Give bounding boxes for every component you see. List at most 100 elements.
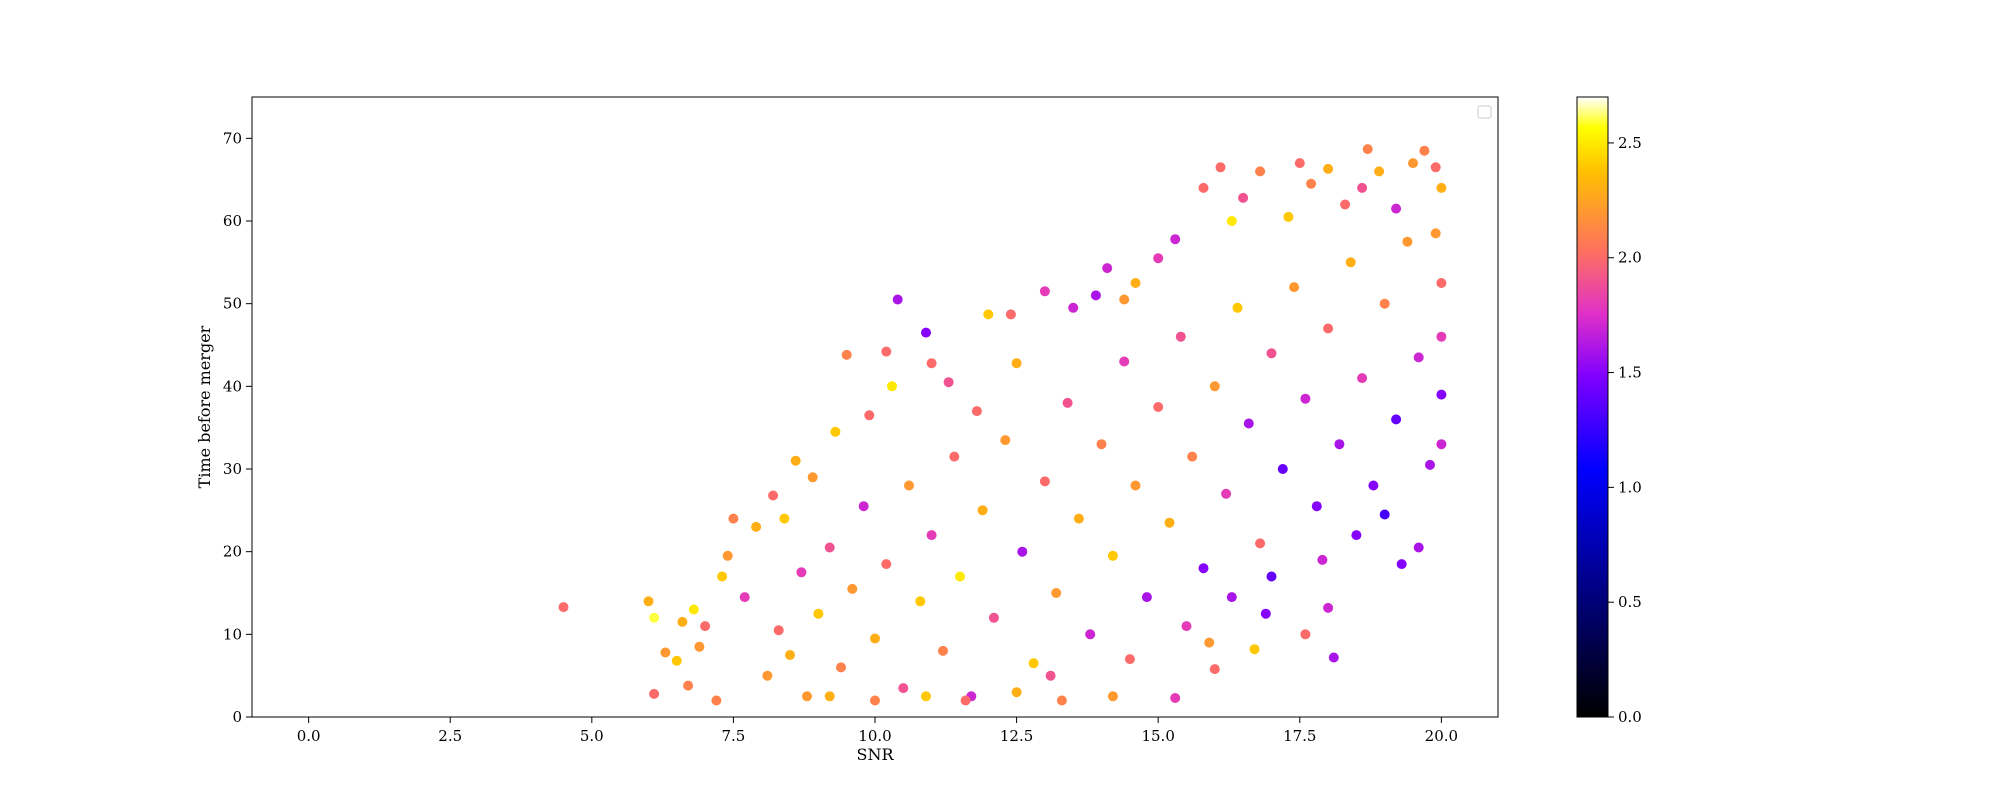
data-point [1187,451,1198,462]
x-tick-label: 2.5 [438,727,462,745]
data-point [926,530,937,541]
y-axis-ticks: 0 10 20 30 40 50 60 70 [223,129,252,726]
data-point [1260,608,1271,619]
data-point [1425,459,1435,470]
data-point [1357,373,1368,384]
data-point [881,346,892,357]
data-point [717,571,728,582]
data-point [683,680,694,691]
y-tick-label: 30 [223,460,242,478]
data-point [864,410,875,421]
data-point [739,592,750,603]
data-point [1062,397,1073,408]
y-axis-label: Time before merger [195,325,214,488]
data-point [870,695,880,706]
data-point [971,406,982,417]
data-point [1090,290,1101,301]
data-point [1289,282,1300,293]
x-axis-ticks: 0.0 2.5 5.0 7.5 10.0 12.5 15.0 17.5 20.0 [297,717,1458,745]
data-point [700,621,711,632]
data-point [1198,182,1209,193]
data-point [796,567,807,578]
data-point [1294,158,1305,169]
data-point [926,358,937,369]
colorbar-tick-label: 0.5 [1618,593,1642,611]
data-point [1085,629,1096,640]
data-point [1107,691,1118,702]
data-point [1096,439,1107,450]
data-point [1317,554,1328,565]
data-point [915,596,926,607]
data-point [841,349,852,360]
data-point [904,480,914,491]
data-point [1374,166,1385,177]
data-point [824,691,835,702]
data-point [773,625,784,636]
data-point [1323,323,1334,334]
data-point [643,596,654,607]
data-point [1170,234,1181,245]
data-point [983,309,994,320]
data-point [762,670,773,681]
data-point [807,472,818,483]
data-point [1119,356,1130,367]
data-point [1153,402,1164,412]
data-point [977,505,988,516]
data-point [1056,695,1067,706]
data-point [722,550,733,561]
x-tick-label: 17.5 [1283,727,1316,745]
data-point [949,451,960,462]
data-point [1391,414,1402,425]
data-point [711,695,722,706]
data-point [1039,476,1050,487]
data-point [1300,629,1311,640]
data-point [813,608,824,619]
data-point [677,616,688,627]
x-tick-label: 5.0 [580,727,604,745]
x-tick-label: 10.0 [858,727,891,745]
colorbar: 0.0 0.5 1.0 1.5 2.0 2.5 [1576,96,1642,726]
data-point [1215,162,1226,173]
data-point [1226,592,1237,603]
data-point [1323,163,1334,174]
data-point [1068,302,1079,313]
data-point [785,650,795,660]
data-point [728,513,739,524]
data-point [1396,559,1407,570]
data-point [1130,480,1141,491]
data-point [898,683,909,694]
data-point [1221,488,1232,499]
colorbar-ticks: 0.0 0.5 1.0 1.5 2.0 2.5 [1608,134,1642,726]
y-tick-label: 40 [223,377,242,395]
data-point [1238,192,1249,203]
data-point [751,521,762,532]
data-point [1209,381,1220,392]
data-point [892,294,903,305]
x-tick-label: 0.0 [297,727,321,745]
data-point [887,381,897,392]
x-tick-label: 20.0 [1425,727,1458,745]
data-point [1102,263,1113,274]
data-point [1413,542,1424,553]
data-point [1130,278,1141,288]
data-point [1413,352,1424,363]
plot-frame [251,96,1499,718]
data-point [943,377,954,388]
x-tick-label: 12.5 [1000,727,1033,745]
data-point [1226,216,1237,226]
y-tick-label: 20 [223,543,242,561]
data-points [558,144,1447,706]
data-point [1328,652,1339,663]
data-point [1039,286,1050,297]
y-tick-label: 70 [223,129,242,147]
data-point [1000,435,1011,446]
data-point [1357,182,1368,193]
data-point [960,695,971,706]
data-point [881,559,892,570]
data-point [1005,309,1016,320]
colorbar-tick-label: 0.0 [1618,708,1642,726]
data-point [1243,418,1254,429]
data-point [1119,294,1130,305]
data-point [1351,530,1362,541]
